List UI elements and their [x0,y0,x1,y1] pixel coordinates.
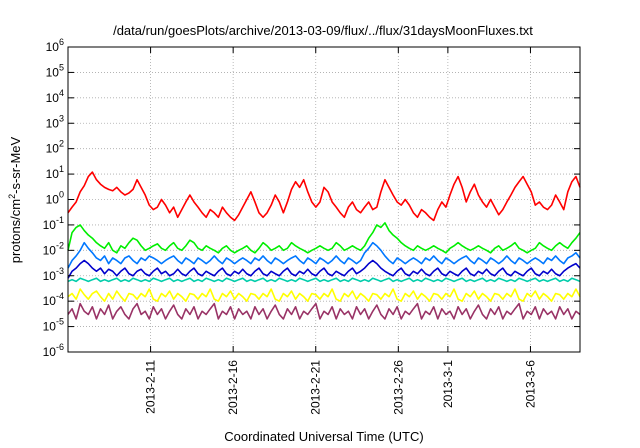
x-tick-label: 2013-2-16 [226,360,240,415]
y-axis-title-prefix: protons/cm [8,199,23,263]
series-line-7 [67,302,581,320]
x-tick-label: 2013-2-11 [144,360,158,414]
grid [68,47,580,352]
y-tick-base: 10 [43,320,57,334]
y-tick-exponent: -2 [56,240,64,250]
y-tick-exponent: 3 [59,113,64,123]
y-tick-base: 10 [43,269,57,283]
series-line-4 [67,259,581,279]
y-tick-label: 10-5 [43,317,64,334]
series-line-6 [67,288,581,302]
y-tick-exponent: -6 [56,342,64,352]
y-tick-exponent: 0 [59,190,64,200]
y-tick-label: 10-6 [43,342,64,359]
y-tick-label: 100 [46,190,64,207]
x-axis: 2013-2-11 2013-2-16 2013-2-21 2013-2-26 2013… [144,47,537,415]
y-axis-title: protons/cm2-s-sr-MeV [7,136,23,263]
y-tick-exponent: 4 [59,88,64,98]
y-tick-exponent: 5 [59,62,64,72]
y-tick-exponent: 1 [59,164,64,174]
y-tick-label: 104 [46,88,64,105]
y-axis: 10-610-510-410-310-210-11001011021031041… [43,37,580,359]
x-tick-label: 2013-2-21 [309,360,323,415]
y-tick-base: 10 [43,294,57,308]
x-tick-label: 2013-3-1 [441,360,455,408]
chart-title: /data/run/goesPlots/archive/2013-03-09/f… [113,23,533,38]
y-tick-label: 106 [46,37,64,54]
y-tick-exponent: 6 [59,37,64,47]
series-line-3 [67,241,581,269]
y-tick-label: 10-1 [43,215,64,232]
y-axis-title-suffix: -s-sr-MeV [8,136,23,193]
y-tick-base: 10 [43,243,57,257]
y-tick-base: 10 [46,193,60,207]
y-tick-label: 10-2 [43,240,64,257]
y-tick-exponent: -1 [56,215,64,225]
series-line-2 [67,222,581,254]
y-tick-base: 10 [46,91,60,105]
y-tick-label: 10-4 [43,291,64,308]
y-tick-base: 10 [43,345,57,359]
x-axis-title: Coordinated Universal Time (UTC) [224,429,423,444]
x-tick-label: 2013-2-26 [391,360,405,415]
y-tick-exponent: 2 [59,139,64,149]
y-tick-label: 103 [46,113,64,130]
y-tick-label: 101 [46,164,64,181]
y-tick-base: 10 [46,65,60,79]
y-tick-base: 10 [46,116,60,130]
y-tick-exponent: -5 [56,317,64,327]
series-line-5 [67,277,581,283]
y-tick-exponent: -4 [56,291,64,301]
series-group [67,171,581,320]
y-tick-base: 10 [46,40,60,54]
y-tick-base: 10 [46,167,60,181]
y-tick-exponent: -3 [56,266,64,276]
y-tick-label: 10-3 [43,266,64,283]
series-line-1 [67,171,581,222]
y-tick-label: 105 [46,62,64,79]
y-tick-label: 102 [46,139,64,156]
y-axis-title-sup: 2 [7,194,17,199]
x-tick-label: 2013-3-6 [523,360,537,408]
y-tick-base: 10 [43,218,57,232]
y-tick-base: 10 [46,142,60,156]
